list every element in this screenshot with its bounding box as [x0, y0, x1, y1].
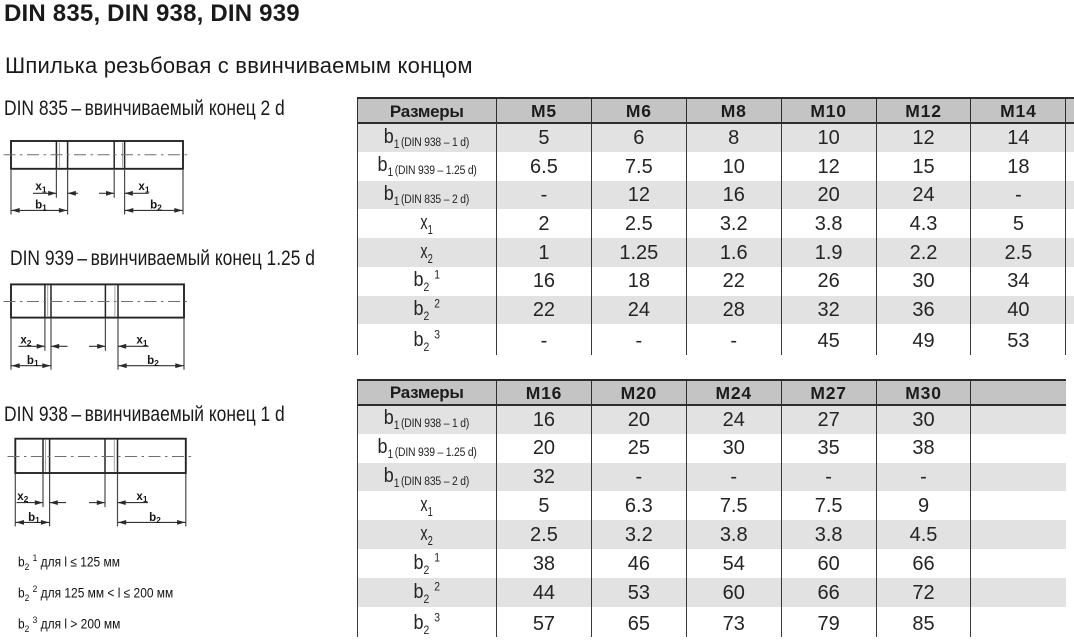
svg-text:b2: b2 [150, 199, 162, 212]
svg-text:b1: b1 [27, 355, 39, 368]
svg-text:b2: b2 [147, 355, 159, 368]
svg-text:x2: x2 [20, 335, 31, 348]
svg-text:b1: b1 [28, 512, 40, 525]
svg-text:x1: x1 [136, 335, 147, 348]
svg-text:x1: x1 [35, 181, 46, 194]
svg-text:b1: b1 [35, 199, 47, 212]
svg-text:x2: x2 [17, 491, 28, 504]
svg-text:b2: b2 [149, 512, 161, 525]
svg-text:x1: x1 [138, 181, 149, 194]
svg-text:x1: x1 [136, 491, 147, 504]
